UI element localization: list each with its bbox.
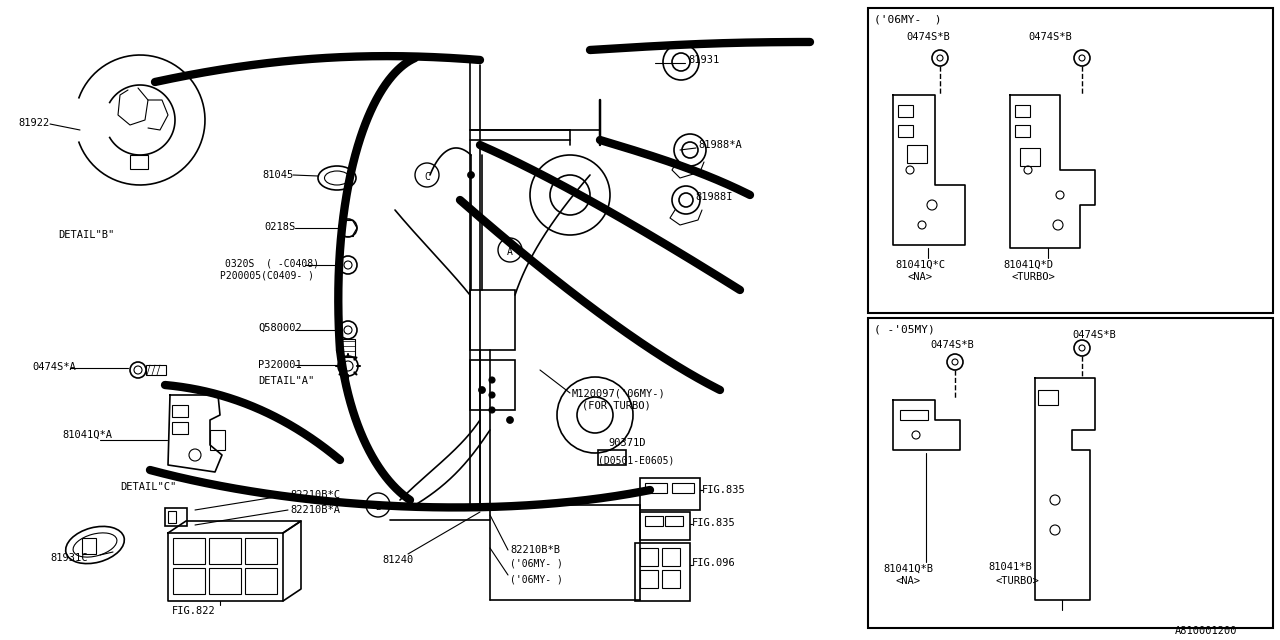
- Bar: [1038, 390, 1059, 405]
- Text: 81931C: 81931C: [50, 553, 87, 563]
- Circle shape: [489, 377, 495, 383]
- Bar: [173, 538, 205, 564]
- Text: 81988*A: 81988*A: [698, 140, 741, 150]
- Text: ('06MY-  ): ('06MY- ): [874, 14, 942, 24]
- Text: DETAIL"B": DETAIL"B": [58, 230, 114, 240]
- Text: ('06MY- ): ('06MY- ): [509, 558, 563, 568]
- Text: 82210B*B: 82210B*B: [509, 545, 561, 555]
- Bar: [662, 570, 680, 588]
- Text: 0320S  ( -C0408): 0320S ( -C0408): [225, 258, 319, 268]
- Bar: [244, 538, 276, 564]
- Bar: [635, 543, 690, 601]
- Bar: [899, 125, 913, 137]
- Text: 82210B*A: 82210B*A: [291, 505, 340, 515]
- Bar: [672, 483, 694, 493]
- Text: 81988I: 81988I: [695, 192, 732, 202]
- Bar: [645, 516, 663, 526]
- Text: FIG.835: FIG.835: [701, 485, 746, 495]
- Text: FIG.822: FIG.822: [172, 606, 216, 616]
- Bar: [868, 318, 1274, 628]
- Text: 81041Q*C: 81041Q*C: [895, 260, 945, 270]
- Circle shape: [489, 407, 495, 413]
- Bar: [640, 478, 700, 510]
- Bar: [165, 508, 187, 526]
- Text: ( -'05MY): ( -'05MY): [874, 324, 934, 334]
- Bar: [82, 538, 96, 554]
- Bar: [900, 410, 928, 420]
- Text: <NA>: <NA>: [896, 576, 922, 586]
- Text: 81041Q*A: 81041Q*A: [61, 430, 113, 440]
- Bar: [908, 145, 927, 163]
- Text: DETAIL"A": DETAIL"A": [259, 376, 315, 386]
- Bar: [340, 339, 355, 357]
- Text: FIG.835: FIG.835: [692, 518, 736, 528]
- Bar: [640, 570, 658, 588]
- Bar: [868, 8, 1274, 313]
- Text: FIG.096: FIG.096: [692, 558, 736, 568]
- Bar: [640, 512, 690, 540]
- Bar: [172, 405, 188, 417]
- Bar: [899, 105, 913, 117]
- Text: 0474S*B: 0474S*B: [931, 340, 974, 350]
- Bar: [210, 430, 225, 450]
- Text: 0474S*B: 0474S*B: [906, 32, 950, 42]
- Bar: [662, 548, 680, 566]
- Bar: [168, 511, 177, 523]
- Text: P320001: P320001: [259, 360, 302, 370]
- Circle shape: [507, 417, 513, 424]
- Text: 81240: 81240: [381, 555, 413, 565]
- Text: 81922: 81922: [18, 118, 49, 128]
- Bar: [131, 155, 148, 169]
- Text: ('06MY- ): ('06MY- ): [509, 575, 563, 585]
- Bar: [598, 450, 626, 465]
- Text: P200005(C0409- ): P200005(C0409- ): [220, 270, 314, 280]
- Bar: [172, 422, 188, 434]
- Text: 81041Q*B: 81041Q*B: [883, 564, 933, 574]
- Bar: [470, 360, 515, 410]
- Text: (D0501-E0605): (D0501-E0605): [598, 455, 675, 465]
- Text: <TURBO>: <TURBO>: [1012, 272, 1056, 282]
- Text: 82210B*C: 82210B*C: [291, 490, 340, 500]
- Text: DETAIL"C": DETAIL"C": [120, 482, 177, 492]
- Bar: [209, 568, 241, 594]
- Text: <NA>: <NA>: [908, 272, 933, 282]
- Bar: [173, 568, 205, 594]
- Circle shape: [489, 392, 495, 398]
- Text: B: B: [375, 502, 381, 512]
- Text: 90371D: 90371D: [608, 438, 645, 448]
- Circle shape: [479, 387, 485, 394]
- Text: 0218S: 0218S: [264, 222, 296, 232]
- Bar: [640, 548, 658, 566]
- Bar: [1015, 105, 1030, 117]
- Text: Q580002: Q580002: [259, 323, 302, 333]
- Text: M120097('06MY-): M120097('06MY-): [572, 388, 666, 398]
- Bar: [244, 568, 276, 594]
- Text: (FOR TURBO): (FOR TURBO): [582, 400, 650, 410]
- Bar: [666, 516, 684, 526]
- Bar: [645, 483, 667, 493]
- Text: C: C: [424, 172, 430, 182]
- Text: A810001200: A810001200: [1175, 626, 1238, 636]
- Bar: [146, 365, 166, 375]
- Bar: [1020, 148, 1039, 166]
- Text: <TURBO>: <TURBO>: [995, 576, 1039, 586]
- Text: 81045: 81045: [262, 170, 293, 180]
- Text: A: A: [507, 247, 513, 257]
- Bar: [1015, 125, 1030, 137]
- Bar: [209, 538, 241, 564]
- Text: 81931: 81931: [689, 55, 719, 65]
- Text: 81041Q*D: 81041Q*D: [1004, 260, 1053, 270]
- Text: 0474S*A: 0474S*A: [32, 362, 76, 372]
- Text: 81041*B: 81041*B: [988, 562, 1032, 572]
- Circle shape: [467, 172, 475, 179]
- Bar: [470, 290, 515, 350]
- Text: 0474S*B: 0474S*B: [1028, 32, 1071, 42]
- Text: 0474S*B: 0474S*B: [1073, 330, 1116, 340]
